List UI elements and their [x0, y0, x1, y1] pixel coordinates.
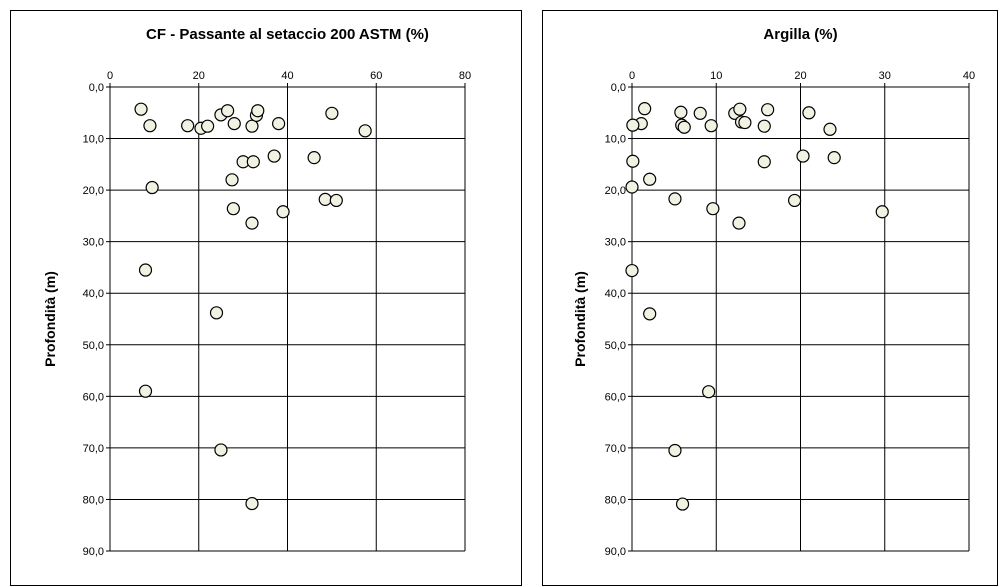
data-point	[138, 263, 153, 277]
y-tick-label: 0,0	[611, 82, 626, 94]
x-tick-label: 60	[370, 70, 382, 82]
data-point	[181, 119, 195, 133]
data-point	[267, 149, 281, 163]
data-point	[134, 102, 148, 116]
y-tick-label: 30,0	[83, 237, 104, 249]
data-point	[675, 497, 690, 511]
data-point	[245, 216, 259, 230]
data-point	[761, 103, 775, 117]
y-tick-label: 30,0	[605, 237, 626, 249]
x-tick-label: 0	[107, 70, 113, 82]
data-point	[757, 119, 771, 133]
y-tick-label: 60,0	[605, 391, 626, 403]
data-point	[823, 122, 837, 136]
data-point	[329, 193, 343, 208]
data-point	[643, 307, 657, 321]
data-point	[638, 102, 652, 116]
x-tick-label: 40	[281, 70, 293, 82]
chart-title: Argilla (%)	[763, 26, 837, 43]
x-tick-label: 30	[879, 70, 891, 82]
data-point	[643, 172, 657, 186]
y-tick-label: 80,0	[605, 494, 626, 506]
data-point	[702, 385, 716, 399]
y-tick-label: 60,0	[83, 391, 104, 403]
data-point	[732, 216, 746, 230]
data-point	[626, 118, 640, 132]
data-point	[246, 155, 260, 169]
data-point	[706, 202, 720, 216]
y-tick-label: 20,0	[83, 185, 104, 197]
data-point	[227, 117, 241, 131]
data-point	[251, 104, 265, 118]
data-point	[245, 496, 259, 511]
chart-argilla-svg: Argilla (%) 0,0 10,0 20,0 30,0 40,0 50,0 60,0 70…	[572, 26, 975, 558]
data-point	[788, 193, 802, 208]
y-tick-label: 0,0	[89, 82, 104, 94]
data-point	[276, 205, 290, 219]
data-point	[145, 180, 159, 195]
data-point	[674, 105, 688, 119]
y-tick-label: 90,0	[605, 546, 626, 558]
data-point	[757, 155, 771, 169]
data-point	[704, 119, 718, 133]
data-point	[668, 192, 682, 206]
data-point	[693, 106, 707, 120]
data-point	[138, 384, 153, 398]
data-point	[325, 106, 339, 120]
data-point	[827, 151, 841, 165]
chart-title: CF - Passante al setaccio 200 ASTM (%)	[146, 26, 429, 43]
data-point	[214, 443, 228, 457]
y-tick-label: 40,0	[605, 288, 626, 300]
y-tick-label: 50,0	[83, 340, 104, 352]
y-axis-label: Profondità (m)	[572, 271, 588, 367]
data-point	[875, 205, 889, 219]
y-tick-label: 80,0	[83, 494, 104, 506]
data-point	[220, 104, 235, 118]
data-point	[625, 180, 639, 194]
data-point	[625, 263, 639, 278]
data-point	[626, 154, 640, 168]
y-tick-label: 50,0	[605, 340, 626, 352]
y-tick-label: 70,0	[83, 443, 104, 455]
data-point	[245, 119, 259, 133]
data-point	[209, 306, 224, 320]
y-tick-label: 70,0	[605, 443, 626, 455]
data-point	[802, 106, 816, 120]
data-point	[225, 173, 239, 187]
data-point	[143, 119, 157, 133]
data-point	[733, 102, 747, 116]
x-tick-label: 0	[629, 70, 635, 82]
data-point	[358, 124, 372, 138]
data-point	[668, 443, 682, 458]
y-tick-label: 90,0	[83, 546, 104, 558]
chart-panel-passante: CF - Passante al setaccio 200 ASTM (%) 0,…	[10, 10, 522, 586]
x-tick-label: 20	[193, 70, 205, 82]
data-point	[318, 192, 332, 206]
y-axis-label: Profondità (m)	[42, 271, 58, 367]
chart-passante-svg: CF - Passante al setaccio 200 ASTM (%) 0,…	[42, 26, 471, 558]
data-point	[201, 119, 215, 133]
y-tick-label: 10,0	[605, 134, 626, 146]
y-tick-label: 20,0	[605, 185, 626, 197]
y-tick-label: 10,0	[83, 134, 104, 146]
data-point	[272, 117, 286, 131]
x-tick-label: 80	[459, 70, 471, 82]
x-tick-label: 10	[710, 70, 722, 82]
data-point	[677, 120, 691, 134]
data-point	[226, 202, 240, 216]
data-point	[738, 115, 752, 130]
x-tick-label: 40	[963, 70, 975, 82]
data-point	[796, 149, 810, 163]
y-tick-label: 40,0	[83, 288, 104, 300]
data-point	[307, 151, 321, 165]
x-tick-label: 20	[794, 70, 806, 82]
chart-panel-argilla: Argilla (%) 0,0 10,0 20,0 30,0 40,0 50,0 60,0 70…	[542, 10, 998, 586]
